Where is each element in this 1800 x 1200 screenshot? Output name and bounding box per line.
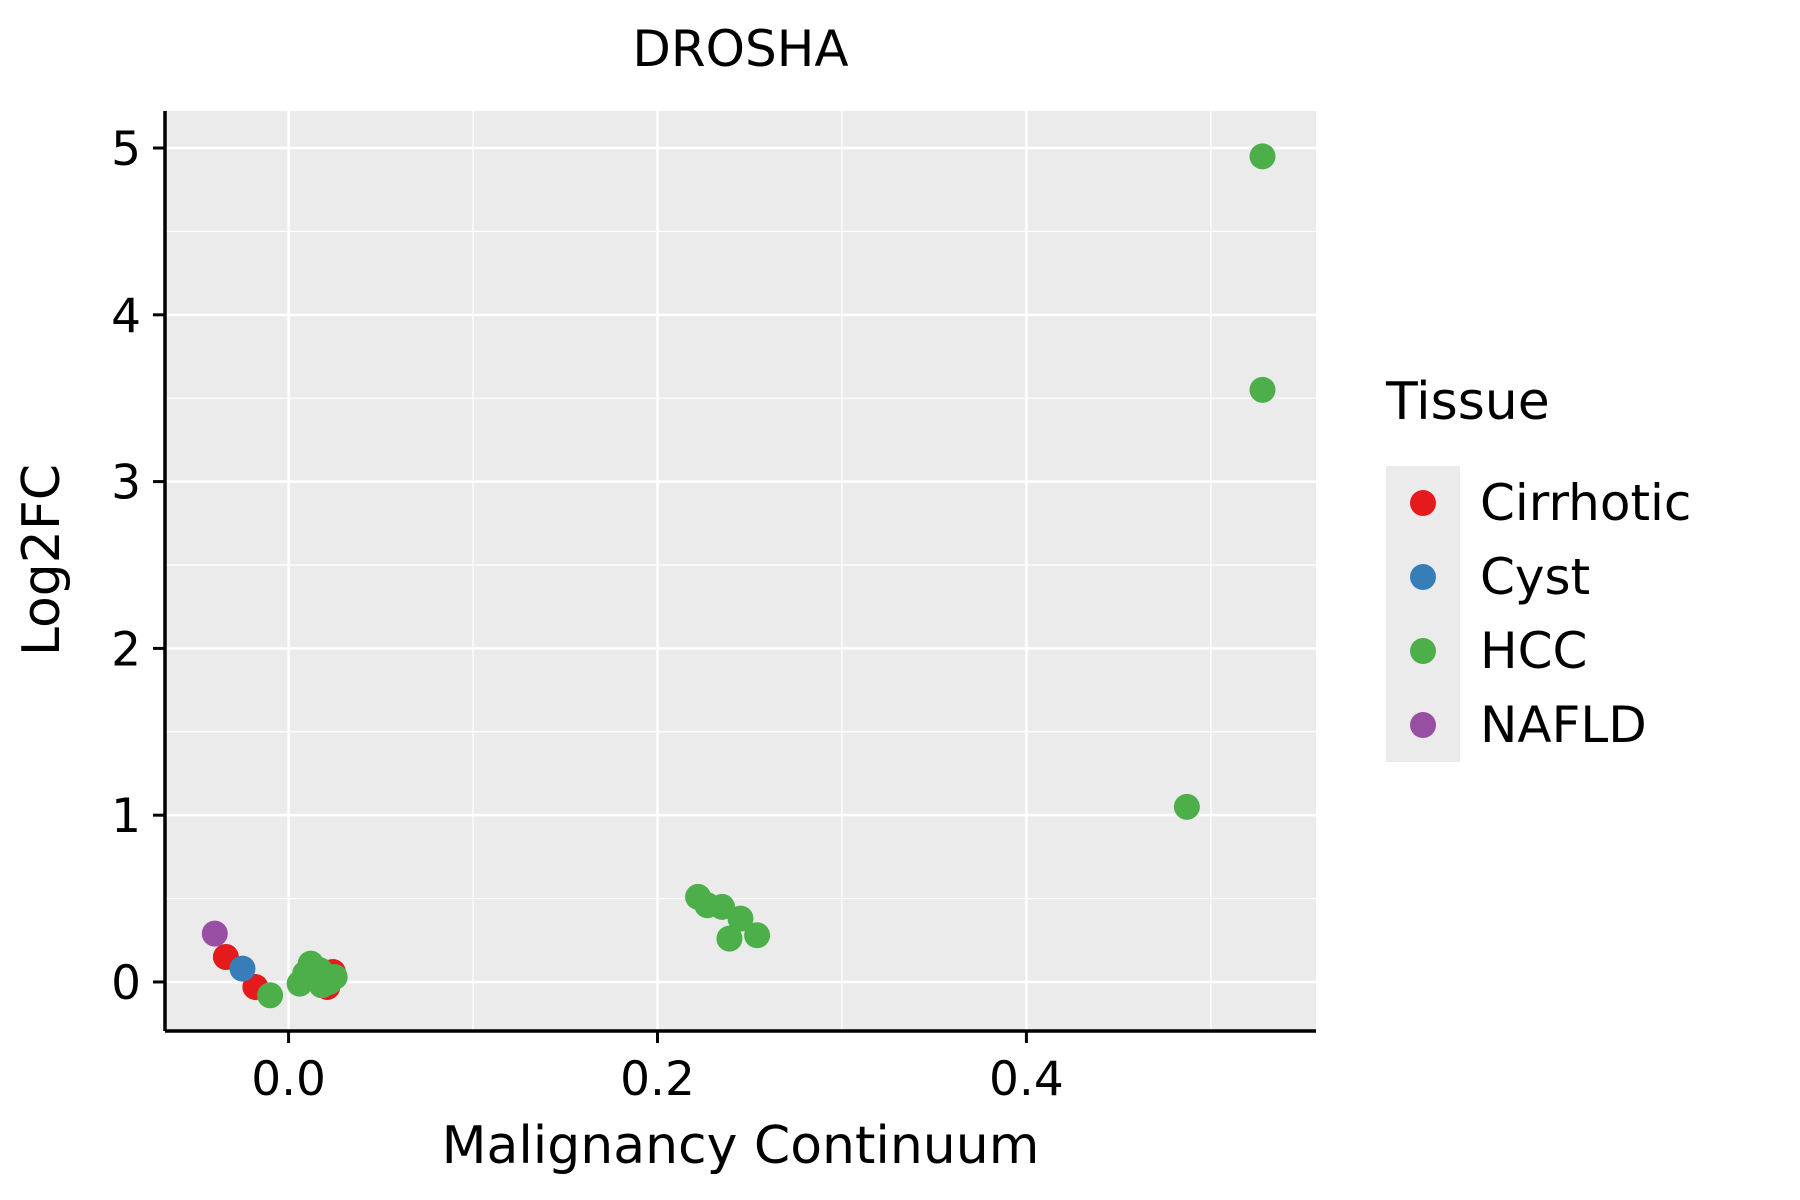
data-point-hcc: [1249, 143, 1276, 170]
chart-title: DROSHA: [632, 20, 849, 78]
y-tick-label: 4: [111, 289, 141, 344]
legend-key: [1386, 540, 1460, 614]
legend-dot-nafld: [1410, 712, 1436, 738]
legend-dot-hcc: [1410, 638, 1436, 664]
y-tick-label: 5: [111, 122, 141, 177]
plot-panel: [165, 111, 1316, 1031]
x-tick-label: 0.2: [620, 1052, 695, 1107]
data-point-hcc: [716, 925, 743, 952]
legend-label: Cirrhotic: [1480, 474, 1692, 532]
legend-label: NAFLD: [1480, 696, 1647, 754]
legend-dot-cyst: [1410, 564, 1436, 590]
legend-item-hcc: HCC: [1386, 614, 1691, 688]
y-axis-label: Log2FC: [12, 463, 72, 657]
y-tick-label: 3: [111, 456, 141, 511]
data-point-cyst: [229, 955, 256, 982]
data-point-hcc: [744, 922, 771, 949]
legend-key: [1386, 688, 1460, 762]
data-point-hcc: [321, 963, 348, 990]
legend-label: HCC: [1480, 622, 1588, 680]
legend-item-cyst: Cyst: [1386, 540, 1691, 614]
legend: Tissue Cirrhotic Cyst HCC NAFLD: [1386, 372, 1691, 762]
legend-item-nafld: NAFLD: [1386, 688, 1691, 762]
y-tick-label: 0: [111, 956, 141, 1011]
x-axis-label: Malignancy Continuum: [441, 1116, 1040, 1176]
x-tick-label: 0.4: [989, 1052, 1064, 1107]
x-tick-label: 0.0: [251, 1052, 326, 1107]
legend-items: Cirrhotic Cyst HCC NAFLD: [1386, 466, 1691, 762]
legend-key: [1386, 614, 1460, 688]
data-point-hcc: [1249, 376, 1276, 403]
data-point-hcc: [727, 905, 754, 932]
data-point-hcc: [709, 893, 736, 920]
y-tick-label: 1: [111, 789, 141, 844]
legend-title: Tissue: [1386, 372, 1550, 432]
legend-dot-cirrhotic: [1410, 490, 1436, 516]
data-point-hcc: [1173, 793, 1200, 820]
data-point-hcc: [257, 982, 284, 1009]
legend-key: [1386, 466, 1460, 540]
y-tick-label: 2: [111, 622, 141, 677]
legend-label: Cyst: [1480, 548, 1591, 606]
legend-item-cirrhotic: Cirrhotic: [1386, 466, 1691, 540]
data-point-nafld: [201, 920, 228, 947]
